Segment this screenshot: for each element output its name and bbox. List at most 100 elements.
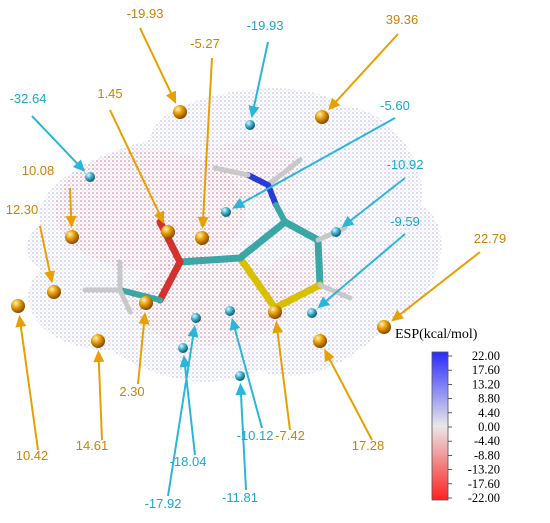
colorbar-title: ESP(kcal/mol) — [395, 327, 478, 342]
maximum-value-label: 17.28 — [352, 438, 385, 453]
maximum-value-label: 10.42 — [16, 448, 49, 463]
colorbar-tick-label: -22.00 — [468, 491, 500, 505]
arrow-shaft — [276, 330, 291, 431]
colorbar: ESP(kcal/mol) 22.0017.6013.208.804.400.0… — [395, 327, 500, 505]
molecule-stick-model — [82, 157, 353, 315]
esp-maximum-point — [173, 105, 187, 119]
esp-minimum-point — [191, 313, 201, 323]
maximum-value-label: 1.45 — [97, 86, 122, 101]
maximum-value-label: 39.36 — [386, 12, 419, 27]
arrow-shaft — [167, 334, 195, 497]
minimum-value-label: -17.92 — [145, 496, 182, 511]
esp-maximum-point — [161, 225, 175, 239]
esp-maximum-point — [139, 296, 153, 310]
bond-ring — [236, 218, 353, 312]
minimum-value-label: -18.04 — [170, 454, 207, 469]
arrow-head — [166, 90, 177, 104]
arrow-shaft — [31, 115, 80, 166]
arrow-shaft — [252, 41, 269, 109]
arrow-shaft — [398, 251, 481, 317]
esp-maximum-point — [11, 299, 25, 313]
minimum-value-label: -10.12 — [237, 428, 274, 443]
arrow-shaft — [348, 177, 406, 223]
esp-minimum-point — [235, 371, 245, 381]
colorbar-tick-label: 8.80 — [478, 392, 500, 406]
extrema-layer — [11, 105, 391, 381]
arrow-head — [229, 317, 241, 331]
colorbar-tick-label: -13.20 — [468, 463, 500, 477]
colorbar-tick-label: 0.00 — [478, 420, 500, 434]
arrow-head — [93, 349, 105, 363]
colorbar-ticks: 22.0017.6013.208.804.400.00-4.40-8.80-13… — [448, 349, 500, 505]
colorbar-tick-label: -17.60 — [468, 477, 500, 491]
esp-maximum-point — [65, 230, 79, 244]
esp-maximum-point — [377, 320, 391, 334]
arrow-head — [341, 215, 355, 228]
arrow-shaft — [19, 324, 39, 451]
arrow-head — [317, 296, 331, 309]
esp-minimum-point — [331, 227, 341, 237]
arrow-shaft — [69, 187, 73, 219]
maximum-value-label: -7.42 — [275, 428, 305, 443]
arrow-shaft — [137, 321, 146, 385]
arrow-head — [187, 324, 199, 338]
minimum-value-label: -11.81 — [222, 490, 258, 505]
arrow-head — [72, 159, 86, 172]
arrow-shaft — [240, 117, 396, 205]
colorbar-tick-label: -4.40 — [474, 434, 500, 448]
arrow-shaft — [97, 359, 103, 441]
arrow-shaft — [109, 109, 161, 216]
arrow-head — [197, 216, 209, 230]
maximum-value-label: 10.08 — [22, 163, 55, 178]
arrow-shaft — [324, 233, 406, 303]
maximum-value-label: -19.93 — [127, 6, 164, 21]
arrow-shaft — [202, 57, 213, 220]
arrows-layer — [15, 27, 481, 497]
colorbar-tick-label: 13.20 — [472, 377, 500, 391]
arrow-head — [324, 348, 335, 363]
arrow-head — [65, 215, 77, 229]
maximum-value-label: -5.27 — [190, 36, 220, 51]
minimum-value-label: -32.64 — [10, 91, 47, 106]
maximum-value-label: 22.79 — [474, 231, 507, 246]
colorbar-tick-label: 4.40 — [478, 406, 500, 420]
arrow-head — [328, 97, 341, 111]
arrow-head — [232, 197, 246, 209]
molecular-surface — [26, 88, 442, 382]
minimum-value-label: -9.59 — [390, 214, 420, 229]
arrow-head — [154, 210, 165, 224]
colorbar-tick-label: 22.00 — [472, 349, 500, 363]
esp-maximum-point — [195, 231, 209, 245]
maximum-value-label: 2.30 — [119, 384, 144, 399]
esp-maximum-point — [315, 110, 329, 124]
esp-maximum-point — [47, 285, 61, 299]
minimum-value-label: -5.60 — [380, 98, 410, 113]
arrow-head — [44, 270, 56, 284]
esp-minimum-point — [225, 306, 235, 316]
colorbar-gradient — [431, 351, 449, 501]
arrow-shaft — [233, 327, 263, 429]
arrow-head — [272, 320, 284, 334]
arrow-shaft — [327, 357, 373, 441]
arrow-shaft — [239, 392, 247, 491]
arrow-shaft — [139, 27, 173, 96]
esp-minimum-point — [85, 172, 95, 182]
arrow-head — [235, 382, 247, 396]
maximum-value-label: 14.61 — [76, 438, 109, 453]
arrow-shaft — [334, 33, 399, 104]
labels-layer: -19.93 -5.27 39.36 1.45 10.08 12.30 22.79 10.42… — [6, 6, 507, 511]
esp-maximum-point — [91, 334, 105, 348]
esp-maximum-point — [268, 305, 282, 319]
arrow-head — [248, 105, 260, 119]
colorbar-tick-label: 17.60 — [472, 363, 500, 377]
esp-minimum-point — [307, 308, 317, 318]
arrow-head — [391, 309, 404, 322]
esp-minimum-point — [245, 120, 255, 130]
minimum-value-label: -19.93 — [247, 18, 284, 33]
arrow-shaft — [39, 225, 52, 274]
arrow-head — [138, 311, 150, 325]
colorbar-tick-label: -8.80 — [474, 448, 500, 462]
esp-minimum-point — [221, 207, 231, 217]
